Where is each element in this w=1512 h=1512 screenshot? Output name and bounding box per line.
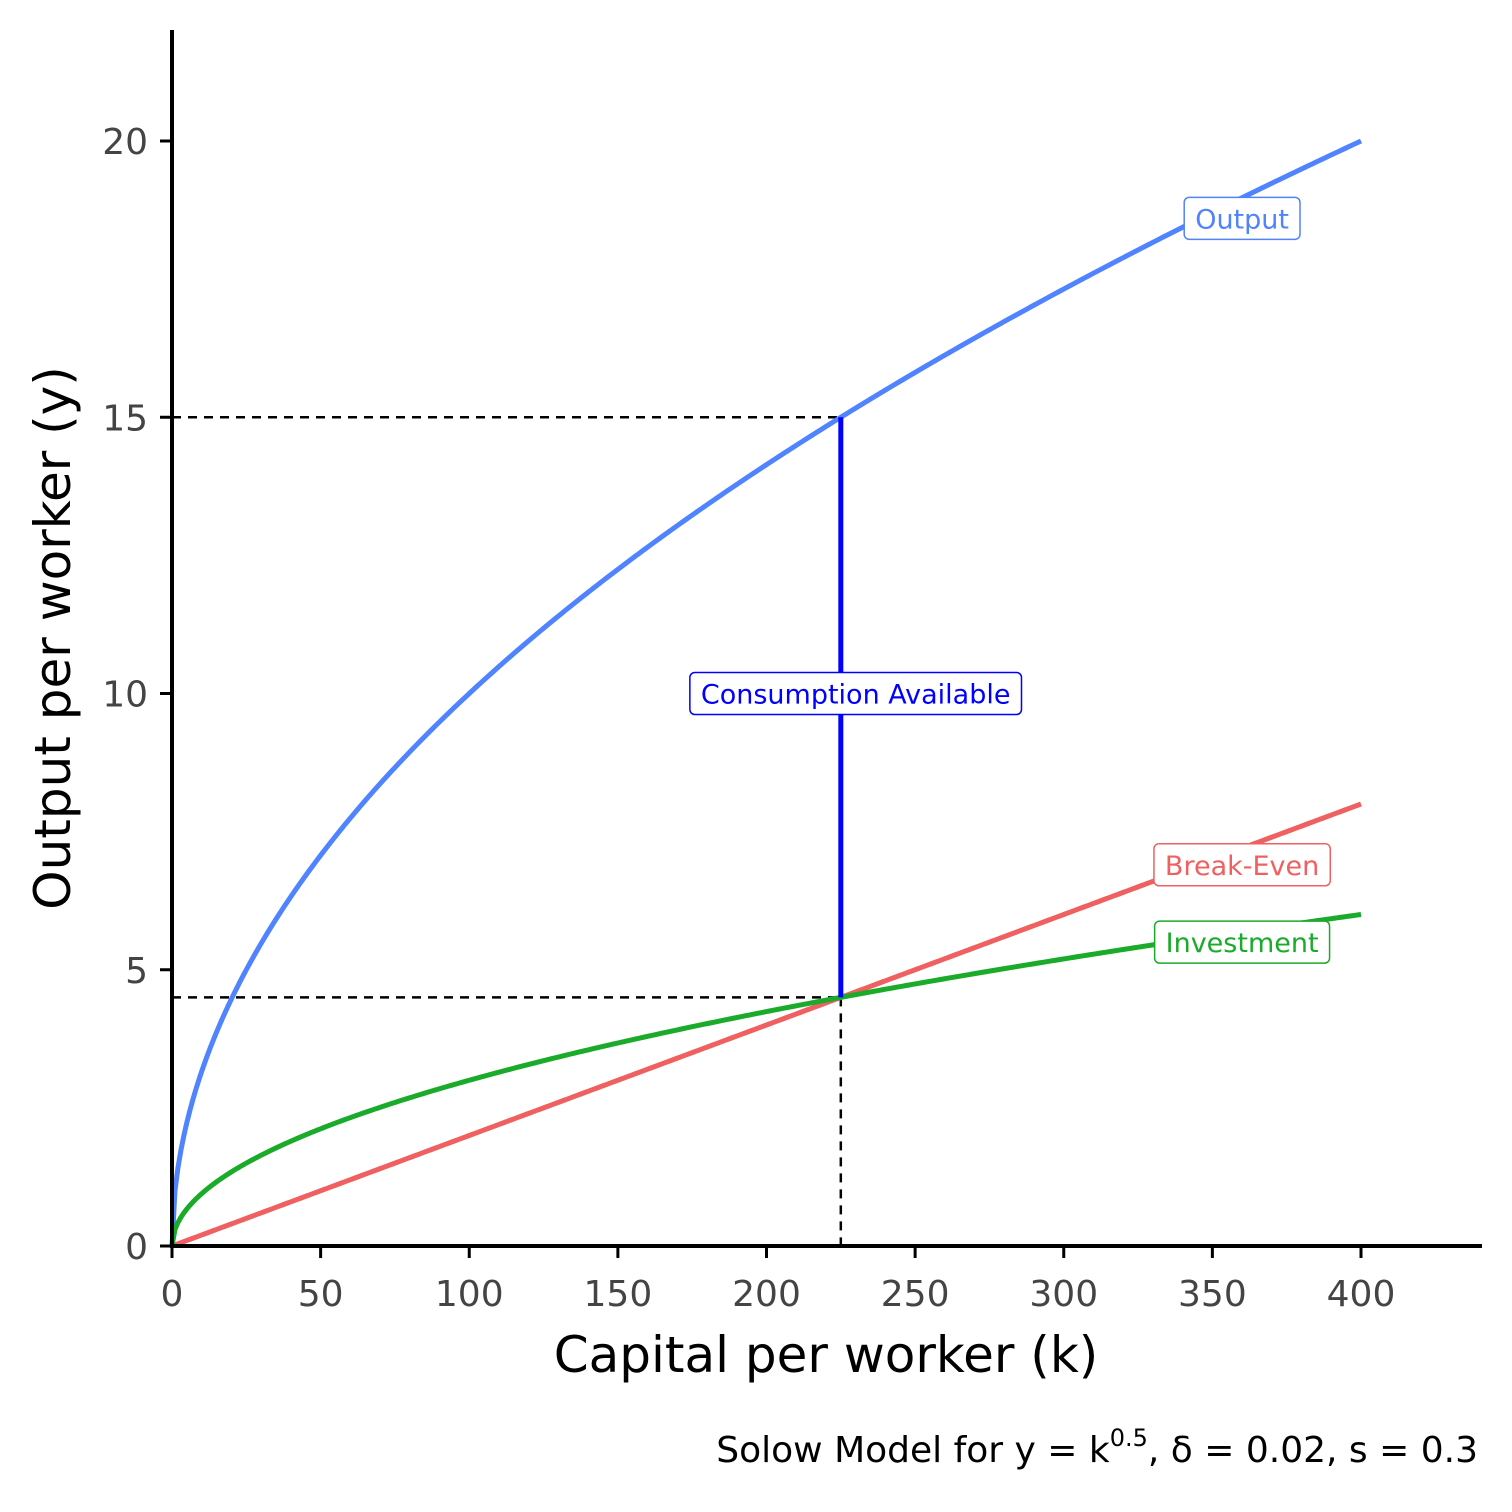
x-tick-label: 0 bbox=[161, 1274, 184, 1315]
y-tick-label: 5 bbox=[125, 951, 148, 992]
label-investment: Investment bbox=[1153, 920, 1331, 964]
caption-suffix: , δ = 0.02, s = 0.3 bbox=[1148, 1430, 1478, 1471]
label-break-even-box bbox=[1153, 843, 1332, 887]
x-tick-label: 400 bbox=[1327, 1274, 1396, 1315]
label-output: Output bbox=[1183, 196, 1301, 241]
chart-caption: Solow Model for y = k0.5, δ = 0.02, s = … bbox=[716, 1424, 1478, 1471]
x-tick-label: 300 bbox=[1029, 1274, 1098, 1315]
label-break-even: Break-Even bbox=[1153, 843, 1332, 887]
label-consumption-available: Consumption Available bbox=[689, 671, 1023, 716]
x-tick-label: 50 bbox=[298, 1274, 344, 1315]
series-labels: Output Break-Even Investment Consumption Av… bbox=[689, 196, 1332, 964]
caption-exponent: 0.5 bbox=[1110, 1424, 1148, 1452]
x-tick-label: 250 bbox=[881, 1274, 950, 1315]
series-line-output bbox=[169, 138, 1363, 1247]
label-break-even-text: Break-Even bbox=[1165, 851, 1319, 882]
axes bbox=[170, 30, 1482, 1248]
series-line-investment bbox=[169, 912, 1362, 1247]
x-tick-label: 200 bbox=[732, 1274, 801, 1315]
y-tick-label: 10 bbox=[102, 675, 148, 716]
label-output-box bbox=[1183, 196, 1301, 241]
y-axis-title: Output per worker (y) bbox=[24, 366, 82, 910]
label-consumption-available-text: Consumption Available bbox=[701, 680, 1011, 711]
x-tick-label: 100 bbox=[435, 1274, 504, 1315]
y-axis-ticks: 0 5 10 15 20 bbox=[102, 122, 172, 1268]
label-investment-text: Investment bbox=[1166, 928, 1319, 959]
x-tick-label: 350 bbox=[1178, 1274, 1247, 1315]
y-tick-label: 0 bbox=[125, 1227, 148, 1268]
label-consumption-available-box bbox=[689, 671, 1023, 716]
y-tick-label: 20 bbox=[102, 122, 148, 163]
x-axis-title: Capital per worker (k) bbox=[554, 1326, 1099, 1384]
x-tick-label: 150 bbox=[584, 1274, 653, 1315]
y-tick-label: 15 bbox=[102, 398, 148, 439]
label-output-text: Output bbox=[1195, 204, 1289, 235]
caption-prefix: Solow Model for y = k bbox=[716, 1430, 1110, 1471]
label-investment-box bbox=[1153, 920, 1331, 964]
x-axis-ticks: 0 50 100 150 200 250 300 350 400 bbox=[161, 1246, 1396, 1315]
